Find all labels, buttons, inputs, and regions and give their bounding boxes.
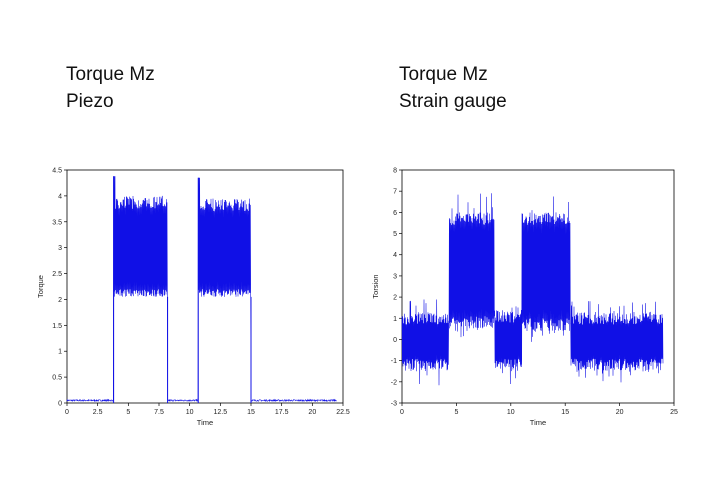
y-tick-label: 4.5 [52,168,62,175]
y-tick-label: 4 [393,252,397,259]
x-tick-label: 15 [561,409,569,416]
x-tick-label: 12.5 [214,409,228,416]
x-axis-title: Time [530,418,546,427]
y-tick-label: 4 [58,193,62,200]
y-tick-label: 8 [393,168,397,175]
x-tick-label: 5 [454,409,458,416]
y-tick-label: 0 [393,337,397,344]
y-tick-label: 0.5 [52,375,62,382]
y-tick-label: -1 [391,358,397,365]
y-tick-label: -3 [391,401,397,408]
x-tick-label: 0 [65,409,69,416]
left-chart-heading: Torque Mz Piezo [66,61,155,115]
left-heading-line1: Torque Mz [66,64,155,85]
x-axis-title: Time [197,418,213,427]
y-tick-label: 2 [393,295,397,302]
y-tick-label: -2 [391,379,397,386]
right-chart-heading: Torque Mz Strain gauge [399,61,507,115]
y-tick-label: 0 [58,401,62,408]
y-tick-label: 2 [58,297,62,304]
strain-gauge-torsion-signal [401,193,664,386]
x-tick-label: 17.5 [275,409,289,416]
y-tick-label: 2.5 [52,271,62,278]
x-tick-label: 20 [308,409,316,416]
y-tick-label: 5 [393,231,397,238]
strain-gauge-torsion-chart: 0 5 10 15 20 25 -3 -2 -1 0 1 2 3 4 5 6 7 8 Time Torsion [371,168,678,428]
piezo-torque-chart: 0 2.5 5 7.5 10 12.5 15 17.5 20 22.500.511.522.533… [36,168,350,428]
plot-frame [66,169,344,404]
y-tick-label: 3 [58,245,62,252]
x-tick-label: 10 [186,409,194,416]
y-tick-label: 1 [58,349,62,356]
x-tick-label: 7.5 [154,409,164,416]
y-tick-label: 3.5 [52,219,62,226]
piezo-torque-signal [66,176,337,403]
right-heading-line2: Strain gauge [399,91,507,112]
y-tick-label: 3 [393,273,397,280]
x-tick-label: 25 [670,409,678,416]
right-heading-line1: Torque Mz [399,64,488,85]
left-heading-line2: Piezo [66,91,114,112]
x-tick-label: 15 [247,409,255,416]
x-tick-label: 10 [507,409,515,416]
y-axis-title: Torsion [371,274,380,298]
x-tick-label: 2.5 [93,409,103,416]
plot-frame [401,169,675,404]
x-tick-label: 20 [616,409,624,416]
x-tick-label: 5 [126,409,130,416]
y-axis-title: Torque [36,275,45,298]
x-tick-label: 0 [400,409,404,416]
y-tick-label: 6 [393,210,397,217]
y-tick-label: 7 [393,189,397,196]
x-tick-label: 22.5 [336,409,350,416]
y-tick-label: 1.5 [52,323,62,330]
y-tick-label: 1 [393,316,397,323]
